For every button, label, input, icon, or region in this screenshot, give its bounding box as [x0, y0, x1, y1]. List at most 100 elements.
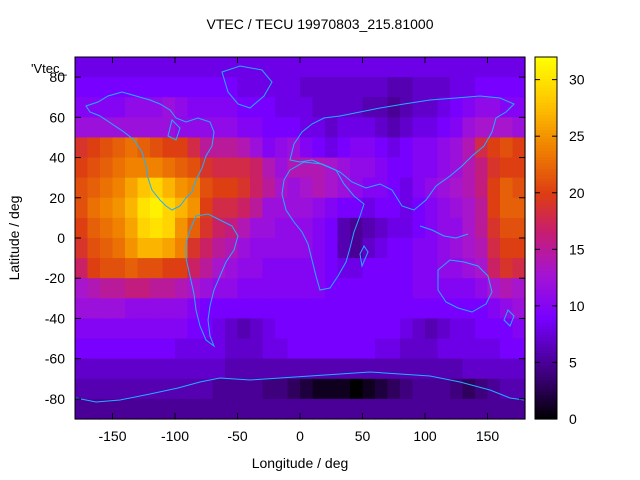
heatmap-cell [300, 217, 314, 239]
colorbar-segment [535, 69, 557, 73]
heatmap-cell [425, 378, 439, 400]
heatmap-cell [387, 117, 401, 139]
heatmap-cell [87, 157, 101, 179]
colorbar-segment [535, 337, 557, 342]
x-tick-label: -150 [98, 428, 126, 444]
heatmap-cell [275, 217, 289, 239]
heatmap-cell [150, 157, 164, 179]
heatmap-cell [225, 217, 239, 239]
heatmap-cell [187, 318, 201, 340]
heatmap-cell [75, 338, 89, 360]
y-tick-label: -80 [45, 391, 65, 407]
heatmap-cell [450, 77, 464, 98]
heatmap-cell [362, 117, 376, 139]
heatmap-cell [187, 157, 201, 179]
colorbar-tick-label: 25 [569, 128, 585, 144]
heatmap-cell [225, 177, 239, 199]
heatmap-cell [487, 398, 501, 420]
heatmap-cell [200, 298, 214, 320]
colorbar-segment [535, 403, 557, 408]
heatmap-cell [512, 77, 526, 98]
heatmap-cell [175, 298, 189, 320]
colorbar-segment [535, 153, 557, 158]
heatmap-cell [212, 338, 226, 360]
heatmap-cell [212, 97, 226, 118]
colorbar-segment [535, 274, 557, 278]
heatmap-cell [137, 298, 151, 320]
heatmap-cell [487, 338, 501, 360]
heatmap-cell [287, 378, 301, 400]
heatmap-cell [200, 398, 214, 420]
heatmap-cell [75, 217, 89, 239]
heatmap-cell [150, 398, 164, 420]
colorbar-segment [535, 228, 557, 233]
heatmap-cell [287, 217, 301, 239]
heatmap-cell [362, 137, 376, 159]
colorbar-segment [535, 412, 557, 417]
heatmap-cell [250, 258, 264, 279]
colorbar-segment [535, 195, 557, 200]
colorbar-segment [535, 90, 557, 94]
heatmap-cell [237, 318, 251, 340]
heatmap-cell [87, 338, 101, 360]
heatmap-cell [462, 197, 476, 219]
heatmap-cell [462, 338, 476, 360]
heatmap-cell [175, 157, 189, 179]
x-tick-label: -50 [227, 428, 247, 444]
heatmap-cell [275, 258, 289, 279]
heatmap-cell [487, 157, 501, 179]
heatmap-cells [75, 57, 526, 420]
heatmap-cell [350, 77, 364, 98]
heatmap-cell [75, 238, 89, 259]
heatmap-cell [350, 298, 364, 320]
heatmap-cell [512, 137, 526, 159]
heatmap-cell [175, 318, 189, 340]
colorbar-segment [535, 66, 557, 70]
heatmap-cell [375, 197, 389, 219]
heatmap-cell [237, 398, 251, 420]
colorbar-segment [535, 361, 557, 366]
heatmap-cell [325, 197, 339, 219]
heatmap-cell [425, 77, 439, 98]
heatmap-cell [150, 57, 164, 78]
heatmap-cell [162, 137, 176, 159]
heatmap-cell [437, 298, 451, 320]
heatmap-cell [437, 137, 451, 159]
colorbar-segment [535, 394, 557, 399]
heatmap-cell [300, 298, 314, 320]
colorbar-segment [535, 319, 557, 324]
heatmap-cell [275, 278, 289, 299]
heatmap-cell [137, 358, 151, 380]
heatmap-cell [212, 157, 226, 179]
heatmap-cell [275, 117, 289, 139]
colorbar-segment [535, 385, 557, 390]
heatmap-cell [175, 378, 189, 400]
heatmap-cell [87, 378, 101, 400]
heatmap-cell [150, 77, 164, 98]
heatmap-cell [337, 298, 351, 320]
heatmap-cell [100, 298, 114, 320]
colorbar-segment [535, 379, 557, 384]
colorbar-segment [535, 144, 557, 149]
heatmap-cell [375, 258, 389, 279]
heatmap-cell [350, 177, 364, 199]
heatmap-cell [112, 298, 126, 320]
heatmap-cell [337, 278, 351, 299]
colorbar-segment [535, 244, 557, 248]
heatmap-cell [287, 258, 301, 279]
colorbar-segment [535, 400, 557, 405]
colorbar-segment [535, 304, 557, 308]
colorbar-tick-label: 20 [569, 185, 585, 201]
heatmap-cell [425, 258, 439, 279]
heatmap-cell [87, 238, 101, 259]
heatmap-cell [437, 378, 451, 400]
heatmap-cell [350, 398, 364, 420]
heatmap-cell [187, 398, 201, 420]
heatmap-cell [437, 358, 451, 380]
heatmap-cell [225, 258, 239, 279]
heatmap-cell [237, 338, 251, 360]
colorbar-segment [535, 409, 557, 414]
colorbar-segment [535, 268, 557, 272]
colorbar-segment [535, 63, 557, 67]
colorbar-segment [535, 271, 557, 275]
